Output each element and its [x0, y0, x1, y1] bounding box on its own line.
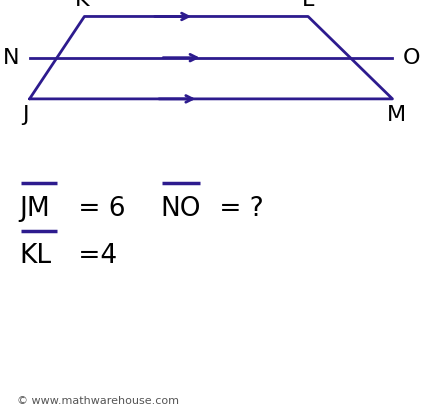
Text: JM: JM [19, 196, 50, 222]
Text: O: O [403, 48, 420, 68]
Text: M: M [387, 105, 406, 125]
Text: © www.mathwarehouse.com: © www.mathwarehouse.com [17, 396, 179, 406]
Text: = 6: = 6 [70, 196, 125, 222]
Text: = ?: = ? [211, 196, 264, 222]
Text: KL: KL [19, 243, 51, 269]
Text: =4: =4 [70, 243, 117, 269]
Text: L: L [302, 0, 314, 10]
Text: N: N [3, 48, 19, 68]
Text: K: K [75, 0, 89, 10]
Text: J: J [22, 105, 29, 125]
Text: NO: NO [160, 196, 201, 222]
